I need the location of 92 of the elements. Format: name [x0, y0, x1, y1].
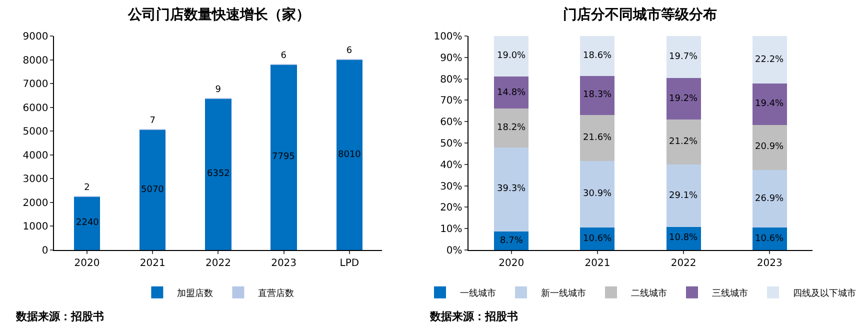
- data-label: 10.6%: [755, 234, 784, 244]
- data-label: 6: [280, 51, 287, 61]
- bar: [666, 36, 701, 78]
- data-label: 2240: [76, 218, 100, 228]
- bar: [205, 98, 232, 250]
- data-label: 22.2%: [755, 55, 784, 65]
- x-tick-label: LPD: [340, 258, 360, 269]
- legend-label: 二线城市: [631, 288, 667, 299]
- data-label: 6352: [207, 169, 230, 179]
- data-label: 9: [215, 85, 222, 95]
- bar: [74, 196, 100, 250]
- data-label: 21.2%: [669, 137, 698, 147]
- bar: [494, 36, 529, 77]
- y-tick-label: 5000: [22, 126, 48, 138]
- data-label: 26.9%: [755, 194, 784, 204]
- x-tick-label: 2023: [756, 258, 782, 269]
- data-label: 8010: [338, 150, 362, 160]
- bar: [580, 114, 615, 162]
- bar: [139, 129, 166, 250]
- bar: [752, 84, 787, 126]
- x-tick-label: 2022: [670, 258, 696, 269]
- legend-label: 加盟店数: [177, 288, 214, 299]
- data-label: 20.9%: [755, 142, 784, 152]
- bar: [752, 125, 787, 170]
- data-label: 5070: [141, 185, 164, 195]
- y-tick-label: 6000: [22, 102, 48, 114]
- data-label: 14.8%: [497, 88, 526, 98]
- bar: [270, 64, 297, 250]
- y-tick-label: 4000: [22, 150, 48, 162]
- y-tick-label: 50%: [440, 138, 462, 150]
- y-tick-label: 20%: [440, 202, 462, 214]
- bar: [580, 76, 615, 115]
- bar: [666, 119, 701, 165]
- data-label: 10.6%: [583, 234, 612, 244]
- chart-title: 公司门店数量快速增长（家）: [127, 6, 310, 23]
- y-tick-label: 0: [42, 246, 48, 256]
- legend-label: 四线及以下城市: [793, 288, 856, 299]
- legend-label: 新一线城市: [541, 288, 586, 299]
- data-label: 21.6%: [583, 133, 612, 143]
- bar: [752, 36, 787, 84]
- y-tick-label: 100%: [434, 32, 462, 42]
- bar: [666, 164, 701, 227]
- data-label: 18.6%: [583, 51, 612, 61]
- y-tick-label: 30%: [440, 181, 462, 192]
- y-tick-label: 3000: [22, 174, 48, 186]
- bar: [752, 170, 787, 228]
- y-tick-label: 60%: [440, 117, 462, 128]
- data-label: 19.4%: [755, 99, 784, 109]
- legend-label: 三线城市: [712, 288, 748, 299]
- bar: [580, 36, 615, 76]
- x-tick-label: 2021: [584, 258, 610, 269]
- y-tick-label: 80%: [440, 74, 462, 86]
- y-tick-label: 1000: [22, 222, 48, 233]
- legend-label: 直营店数: [258, 288, 294, 299]
- data-label: 18.2%: [497, 123, 526, 133]
- y-tick-label: 9000: [22, 32, 48, 42]
- bar: [580, 161, 615, 228]
- x-tick-label: 2022: [205, 258, 231, 269]
- source-note: 数据来源：招股书: [429, 310, 518, 322]
- y-tick-label: 10%: [440, 224, 462, 236]
- y-tick-label: 7000: [22, 79, 48, 90]
- data-label: 19.7%: [669, 52, 698, 62]
- bar: [336, 60, 363, 250]
- source-note: 数据来源：招股书: [15, 310, 104, 322]
- x-tick-label: 2020: [498, 258, 524, 269]
- data-label: 19.2%: [669, 94, 698, 104]
- x-tick-label: 2021: [140, 258, 166, 269]
- data-label: 6: [346, 46, 352, 56]
- data-label: 19.0%: [497, 51, 526, 61]
- data-label: 39.3%: [497, 184, 526, 194]
- bar: [494, 76, 529, 108]
- data-label: 29.1%: [669, 191, 698, 201]
- bar: [666, 78, 701, 120]
- y-tick-label: 40%: [440, 160, 462, 171]
- y-tick-label: 2000: [22, 198, 48, 209]
- data-label: 10.8%: [669, 233, 698, 243]
- data-label: 7: [150, 116, 156, 126]
- y-tick-label: 0%: [446, 246, 462, 256]
- x-tick-label: 2023: [271, 258, 297, 269]
- data-label: 18.3%: [583, 90, 612, 100]
- legend-label: 一线城市: [460, 288, 496, 299]
- data-label: 30.9%: [583, 189, 612, 199]
- bar: [494, 147, 529, 232]
- y-tick-label: 8000: [22, 55, 48, 66]
- x-tick-label: 2020: [74, 258, 100, 269]
- chart-title: 门店分不同城市等级分布: [563, 6, 717, 23]
- data-label: 2: [84, 183, 90, 193]
- data-label: 7795: [272, 152, 295, 162]
- bar: [494, 108, 529, 148]
- y-tick-label: 70%: [440, 96, 462, 107]
- data-label: 8.7%: [500, 236, 524, 246]
- y-tick-label: 90%: [440, 52, 462, 64]
